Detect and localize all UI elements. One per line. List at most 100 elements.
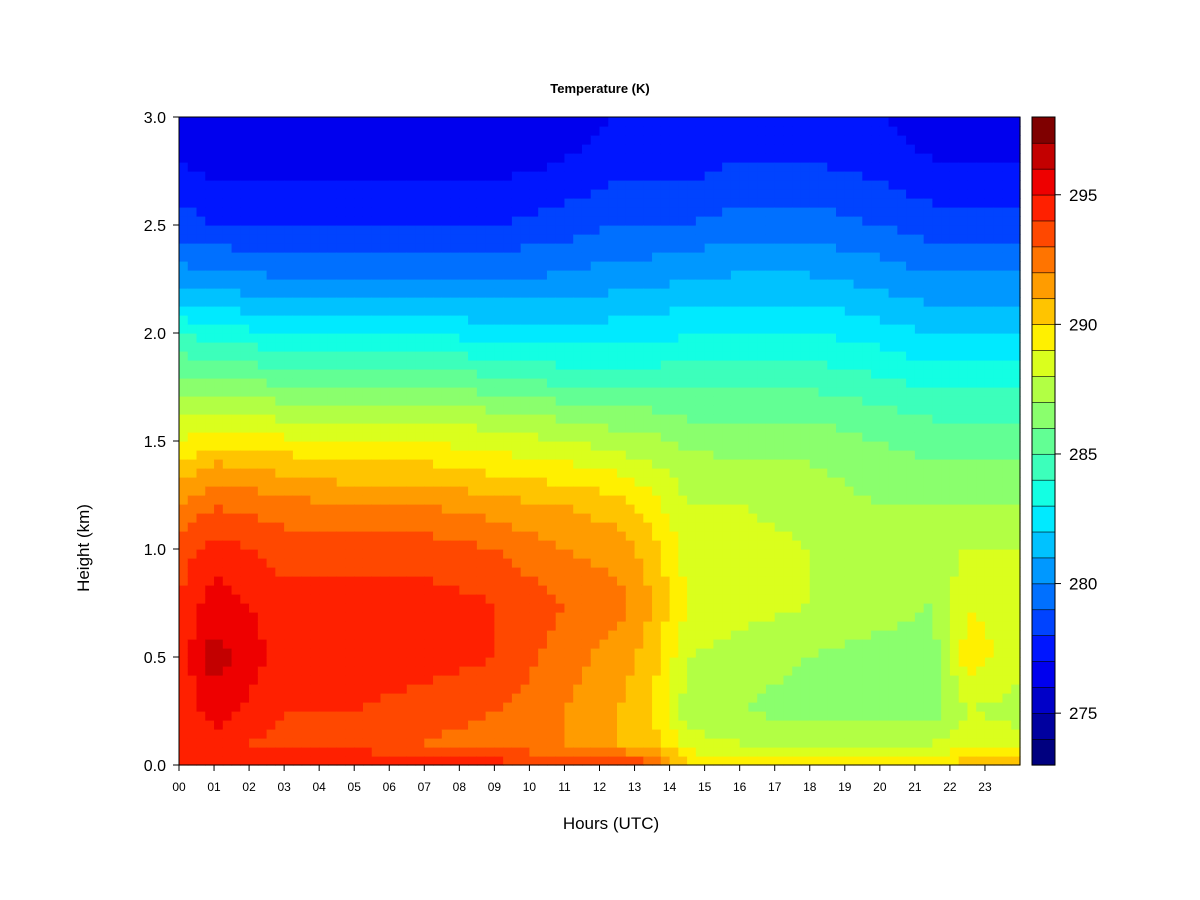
heatmap-cell: [529, 270, 539, 280]
heatmap-cell: [660, 522, 671, 532]
heatmap-cell: [730, 153, 741, 163]
heatmap-cell: [573, 144, 583, 154]
heatmap-cell: [406, 198, 417, 208]
heatmap-cell: [389, 693, 399, 703]
heatmap-cell: [196, 171, 206, 181]
heatmap-cell: [249, 171, 259, 181]
heatmap-cell: [494, 117, 504, 127]
heatmap-cell: [590, 405, 601, 415]
heatmap-cell: [257, 513, 268, 523]
heatmap-cell: [573, 117, 583, 127]
heatmap-cell: [660, 711, 671, 721]
heatmap-cell: [757, 576, 767, 586]
heatmap-cell: [187, 747, 198, 757]
heatmap-cell: [687, 576, 697, 586]
heatmap-cell: [687, 612, 697, 622]
heatmap-cell: [546, 387, 557, 397]
heatmap-cell: [424, 567, 434, 577]
heatmap-cell: [266, 270, 276, 280]
heatmap-cell: [687, 594, 697, 604]
heatmap-cell: [765, 531, 776, 541]
heatmap-cell: [625, 549, 636, 559]
heatmap-cell: [196, 531, 206, 541]
heatmap-cell: [739, 261, 750, 271]
heatmap-cell: [222, 522, 233, 532]
heatmap-cell: [573, 414, 583, 424]
heatmap-cell: [722, 639, 732, 649]
heatmap-cell: [179, 342, 189, 352]
heatmap-cell: [214, 117, 224, 127]
heatmap-cell: [205, 369, 215, 379]
heatmap-cell: [214, 288, 224, 298]
heatmap-cell: [678, 126, 688, 136]
heatmap-cell: [476, 720, 487, 730]
heatmap-cell: [476, 396, 487, 406]
heatmap-cell: [704, 387, 714, 397]
heatmap-cell: [538, 702, 548, 712]
heatmap-cell: [424, 612, 434, 622]
heatmap-cell: [739, 657, 750, 667]
heatmap-cell: [205, 585, 215, 595]
heatmap-cell: [704, 729, 714, 739]
heatmap-cell: [389, 351, 399, 361]
heatmap-cell: [713, 180, 723, 190]
heatmap-cell: [476, 216, 487, 226]
heatmap-cell: [652, 243, 662, 253]
heatmap-cell: [687, 711, 697, 721]
heatmap-cell: [520, 378, 531, 388]
heatmap-cell: [634, 396, 644, 406]
heatmap-cell: [546, 648, 557, 658]
heatmap-cell: [266, 126, 276, 136]
heatmap-cell: [546, 585, 557, 595]
heatmap-cell: [678, 576, 688, 586]
heatmap-cell: [494, 657, 504, 667]
heatmap-cell: [573, 648, 583, 658]
heatmap-cell: [468, 162, 478, 172]
heatmap-cell: [284, 216, 294, 226]
heatmap-cell: [371, 666, 382, 676]
heatmap-cell: [292, 288, 303, 298]
heatmap-cell: [564, 243, 574, 253]
heatmap-cell: [310, 225, 320, 235]
heatmap-cell: [310, 216, 320, 226]
heatmap-cell: [292, 378, 303, 388]
heatmap-cell: [520, 684, 531, 694]
heatmap-cell: [398, 549, 408, 559]
heatmap-cell: [257, 252, 268, 262]
heatmap-cell: [441, 360, 452, 370]
heatmap-cell: [695, 378, 706, 388]
heatmap-cell: [511, 261, 522, 271]
heatmap-cell: [687, 486, 697, 496]
heatmap-cell: [485, 729, 495, 739]
heatmap-cell: [196, 657, 206, 667]
heatmap-cell: [669, 207, 679, 217]
heatmap-cell: [573, 297, 583, 307]
heatmap-cell: [433, 117, 443, 127]
heatmap-cell: [380, 657, 390, 667]
heatmap-cell: [617, 684, 627, 694]
heatmap-cell: [652, 126, 662, 136]
heatmap-cell: [608, 648, 618, 658]
heatmap-cell: [187, 450, 198, 460]
heatmap-cell: [695, 117, 706, 127]
heatmap-cell: [687, 342, 697, 352]
heatmap-cell: [240, 441, 250, 451]
heatmap-cell: [660, 459, 671, 469]
heatmap-cell: [608, 540, 618, 550]
heatmap-cell: [187, 711, 198, 721]
heatmap-cell: [476, 504, 487, 514]
heatmap-cell: [546, 468, 557, 478]
heatmap-cell: [669, 126, 679, 136]
heatmap-cell: [511, 324, 522, 334]
heatmap-cell: [345, 225, 355, 235]
heatmap-cell: [765, 639, 776, 649]
heatmap-cell: [222, 432, 233, 442]
heatmap-cell: [695, 657, 706, 667]
heatmap-cell: [669, 405, 679, 415]
heatmap-cell: [590, 387, 601, 397]
heatmap-cell: [222, 171, 233, 181]
heatmap-cell: [494, 459, 504, 469]
heatmap-cell: [284, 423, 294, 433]
heatmap-cell: [468, 153, 478, 163]
heatmap-cell: [354, 261, 364, 271]
